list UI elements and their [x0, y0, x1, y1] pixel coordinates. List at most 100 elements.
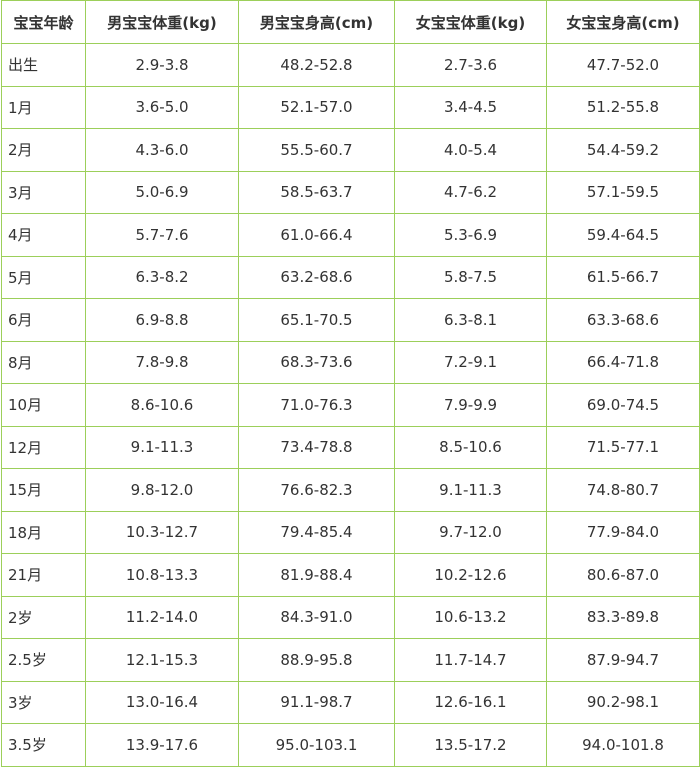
girl-height-cell: 63.3-68.6: [546, 298, 700, 342]
table-row: 3月 5.0-6.9 58.5-63.7 4.7-6.2 57.1-59.5: [1, 170, 700, 214]
header-row: 宝宝年龄 男宝宝体重(kg) 男宝宝身高(cm) 女宝宝体重(kg) 女宝宝身高…: [1, 0, 700, 44]
age-cell: 8月: [1, 340, 86, 384]
girl-weight-cell: 12.6-16.1: [394, 680, 547, 724]
age-cell: 10月: [1, 383, 86, 427]
girl-weight-cell: 7.9-9.9: [394, 383, 547, 427]
boy-height-cell: 63.2-68.6: [238, 255, 395, 299]
header-boy-weight: 男宝宝体重(kg): [85, 0, 239, 44]
age-cell: 3.5岁: [1, 723, 86, 767]
girl-weight-cell: 7.2-9.1: [394, 340, 547, 384]
boy-weight-cell: 10.8-13.3: [85, 553, 239, 597]
girl-weight-cell: 10.6-13.2: [394, 595, 547, 639]
girl-weight-cell: 9.7-12.0: [394, 510, 547, 554]
table-row: 出生 2.9-3.8 48.2-52.8 2.7-3.6 47.7-52.0: [1, 43, 700, 87]
boy-weight-cell: 10.3-12.7: [85, 510, 239, 554]
boy-weight-cell: 12.1-15.3: [85, 638, 239, 682]
girl-height-cell: 90.2-98.1: [546, 680, 700, 724]
girl-height-cell: 74.8-80.7: [546, 468, 700, 512]
boy-height-cell: 91.1-98.7: [238, 680, 395, 724]
age-cell: 5月: [1, 255, 86, 299]
girl-height-cell: 71.5-77.1: [546, 425, 700, 469]
girl-weight-cell: 8.5-10.6: [394, 425, 547, 469]
girl-weight-cell: 4.7-6.2: [394, 170, 547, 214]
age-cell: 2岁: [1, 595, 86, 639]
boy-height-cell: 65.1-70.5: [238, 298, 395, 342]
age-cell: 4月: [1, 213, 86, 257]
table-row: 21月 10.8-13.3 81.9-88.4 10.2-12.6 80.6-87.0: [1, 553, 700, 597]
girl-height-cell: 83.3-89.8: [546, 595, 700, 639]
girl-weight-cell: 11.7-14.7: [394, 638, 547, 682]
boy-height-cell: 81.9-88.4: [238, 553, 395, 597]
table-row: 2岁 11.2-14.0 84.3-91.0 10.6-13.2 83.3-89.8: [1, 595, 700, 639]
header-girl-height: 女宝宝身高(cm): [546, 0, 700, 44]
table-row: 8月 7.8-9.8 68.3-73.6 7.2-9.1 66.4-71.8: [1, 340, 700, 384]
girl-weight-cell: 4.0-5.4: [394, 128, 547, 172]
boy-weight-cell: 9.8-12.0: [85, 468, 239, 512]
boy-height-cell: 73.4-78.8: [238, 425, 395, 469]
boy-height-cell: 58.5-63.7: [238, 170, 395, 214]
header-girl-weight: 女宝宝体重(kg): [394, 0, 547, 44]
girl-height-cell: 94.0-101.8: [546, 723, 700, 767]
boy-weight-cell: 5.7-7.6: [85, 213, 239, 257]
age-cell: 1月: [1, 85, 86, 129]
boy-weight-cell: 8.6-10.6: [85, 383, 239, 427]
table-header: 宝宝年龄 男宝宝体重(kg) 男宝宝身高(cm) 女宝宝体重(kg) 女宝宝身高…: [1, 0, 700, 44]
boy-height-cell: 71.0-76.3: [238, 383, 395, 427]
boy-height-cell: 61.0-66.4: [238, 213, 395, 257]
age-cell: 21月: [1, 553, 86, 597]
girl-weight-cell: 5.3-6.9: [394, 213, 547, 257]
table-row: 6月 6.9-8.8 65.1-70.5 6.3-8.1 63.3-68.6: [1, 298, 700, 342]
age-cell: 6月: [1, 298, 86, 342]
girl-height-cell: 51.2-55.8: [546, 85, 700, 129]
boy-weight-cell: 6.9-8.8: [85, 298, 239, 342]
boy-height-cell: 76.6-82.3: [238, 468, 395, 512]
boy-height-cell: 79.4-85.4: [238, 510, 395, 554]
boy-weight-cell: 9.1-11.3: [85, 425, 239, 469]
table-row: 15月 9.8-12.0 76.6-82.3 9.1-11.3 74.8-80.7: [1, 468, 700, 512]
boy-height-cell: 48.2-52.8: [238, 43, 395, 87]
girl-height-cell: 66.4-71.8: [546, 340, 700, 384]
girl-weight-cell: 6.3-8.1: [394, 298, 547, 342]
header-age: 宝宝年龄: [1, 0, 86, 44]
girl-height-cell: 47.7-52.0: [546, 43, 700, 87]
age-cell: 3月: [1, 170, 86, 214]
boy-weight-cell: 11.2-14.0: [85, 595, 239, 639]
girl-weight-cell: 13.5-17.2: [394, 723, 547, 767]
age-cell: 3岁: [1, 680, 86, 724]
age-cell: 出生: [1, 43, 86, 87]
age-cell: 12月: [1, 425, 86, 469]
boy-height-cell: 68.3-73.6: [238, 340, 395, 384]
girl-height-cell: 61.5-66.7: [546, 255, 700, 299]
table-row: 1月 3.6-5.0 52.1-57.0 3.4-4.5 51.2-55.8: [1, 85, 700, 129]
girl-height-cell: 87.9-94.7: [546, 638, 700, 682]
table-row: 5月 6.3-8.2 63.2-68.6 5.8-7.5 61.5-66.7: [1, 255, 700, 299]
girl-height-cell: 80.6-87.0: [546, 553, 700, 597]
boy-weight-cell: 3.6-5.0: [85, 85, 239, 129]
table-row: 2月 4.3-6.0 55.5-60.7 4.0-5.4 54.4-59.2: [1, 128, 700, 172]
table-row: 12月 9.1-11.3 73.4-78.8 8.5-10.6 71.5-77.1: [1, 425, 700, 469]
table-row: 3.5岁 13.9-17.6 95.0-103.1 13.5-17.2 94.0-101…: [1, 723, 700, 767]
girl-height-cell: 69.0-74.5: [546, 383, 700, 427]
table-row: 3岁 13.0-16.4 91.1-98.7 12.6-16.1 90.2-98.1: [1, 680, 700, 724]
boy-height-cell: 95.0-103.1: [238, 723, 395, 767]
age-cell: 2.5岁: [1, 638, 86, 682]
table-row: 10月 8.6-10.6 71.0-76.3 7.9-9.9 69.0-74.5: [1, 383, 700, 427]
table-row: 4月 5.7-7.6 61.0-66.4 5.3-6.9 59.4-64.5: [1, 213, 700, 257]
table-body: 出生 2.9-3.8 48.2-52.8 2.7-3.6 47.7-52.0 1月 3.6-…: [1, 43, 700, 767]
boy-weight-cell: 13.9-17.6: [85, 723, 239, 767]
age-cell: 2月: [1, 128, 86, 172]
boy-weight-cell: 6.3-8.2: [85, 255, 239, 299]
boy-height-cell: 84.3-91.0: [238, 595, 395, 639]
girl-height-cell: 57.1-59.5: [546, 170, 700, 214]
girl-weight-cell: 5.8-7.5: [394, 255, 547, 299]
girl-height-cell: 59.4-64.5: [546, 213, 700, 257]
girl-weight-cell: 9.1-11.3: [394, 468, 547, 512]
age-cell: 18月: [1, 510, 86, 554]
header-boy-height: 男宝宝身高(cm): [238, 0, 395, 44]
girl-height-cell: 77.9-84.0: [546, 510, 700, 554]
boy-height-cell: 52.1-57.0: [238, 85, 395, 129]
girl-weight-cell: 3.4-4.5: [394, 85, 547, 129]
boy-weight-cell: 2.9-3.8: [85, 43, 239, 87]
girl-height-cell: 54.4-59.2: [546, 128, 700, 172]
